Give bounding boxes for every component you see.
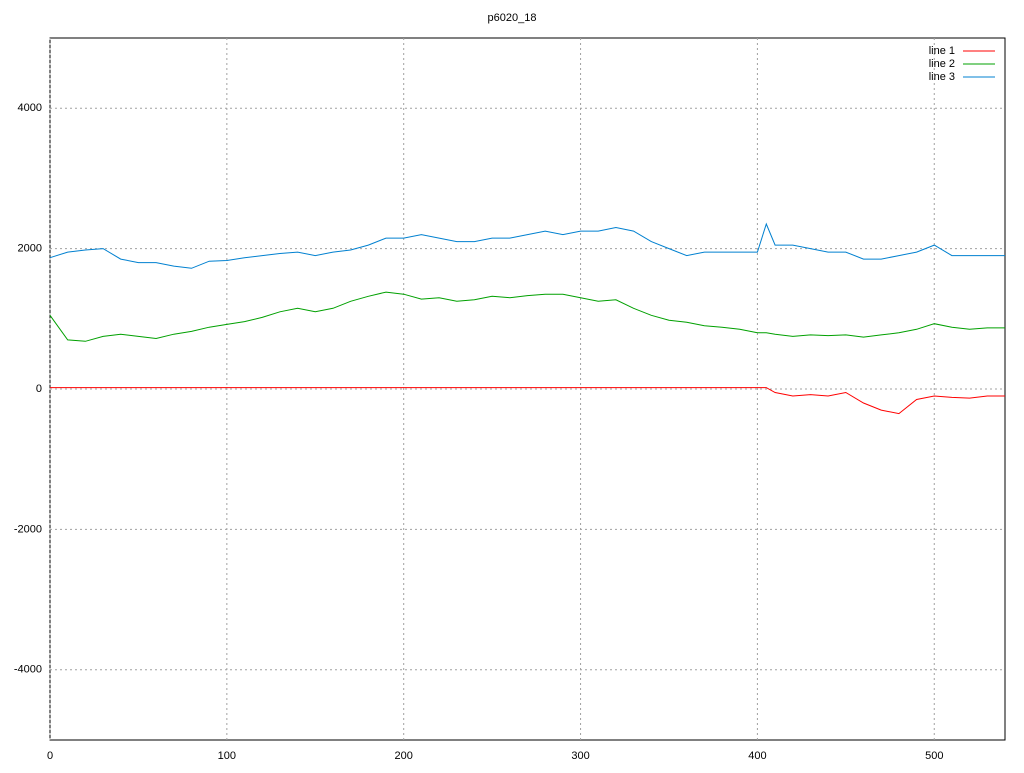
- x-tick-label: 300: [571, 750, 589, 762]
- y-tick-label: -2000: [14, 523, 42, 535]
- y-tick-label: -4000: [14, 664, 42, 676]
- x-tick-label: 400: [748, 750, 766, 762]
- legend-label: line 3: [929, 71, 955, 83]
- x-tick-label: 100: [218, 750, 236, 762]
- chart-title: p6020_18: [488, 12, 537, 24]
- y-tick-label: 0: [36, 383, 42, 395]
- data-line: [49, 291, 1005, 342]
- x-tick-label: 0: [47, 750, 53, 762]
- data-line: [49, 222, 1005, 269]
- legend-label: line 1: [929, 45, 955, 57]
- data-line: [50, 387, 1005, 415]
- legend-label: line 2: [929, 58, 955, 70]
- y-tick-label: 2000: [18, 243, 42, 255]
- x-tick-label: 200: [395, 750, 413, 762]
- y-tick-label: 4000: [18, 102, 42, 114]
- x-tick-label: 500: [925, 750, 943, 762]
